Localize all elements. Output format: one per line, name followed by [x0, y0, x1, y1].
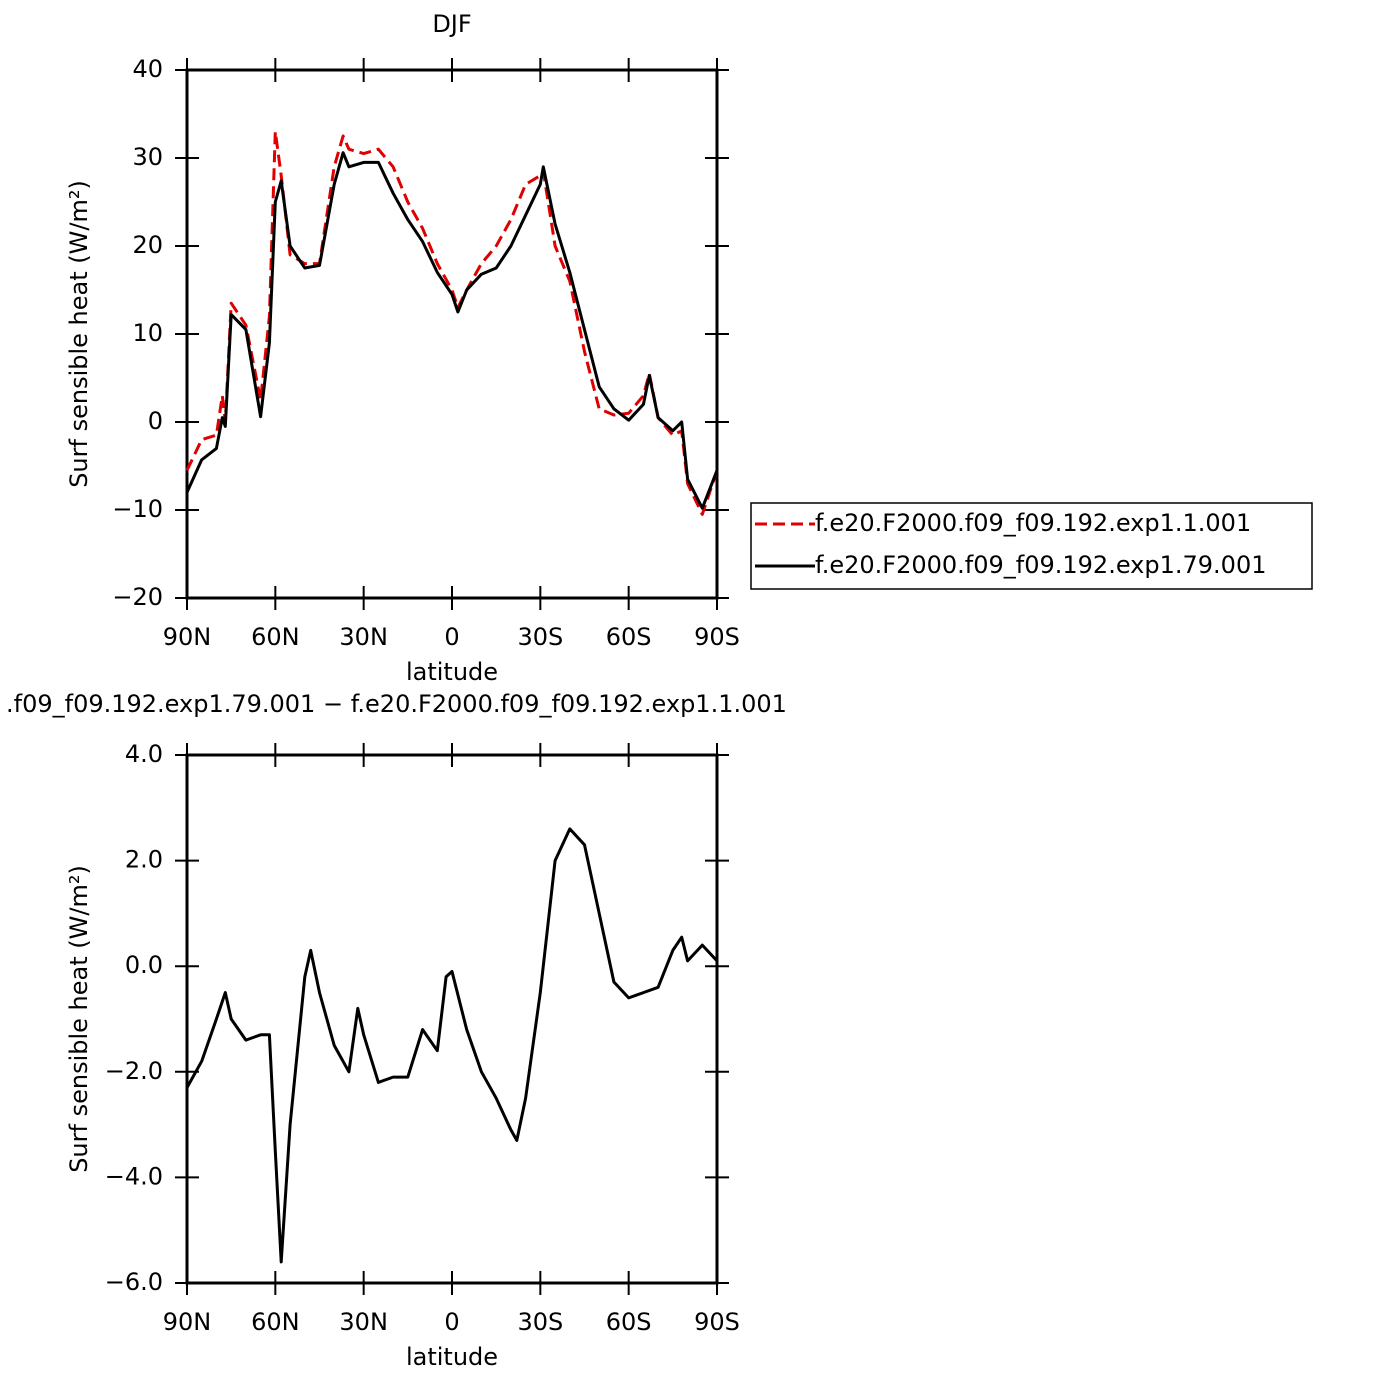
- x-tick-label: 30N: [339, 623, 388, 651]
- y-tick-label: 0.0: [125, 951, 163, 979]
- x-tick-label: 90N: [163, 623, 212, 651]
- plot-frame: [185, 753, 719, 1285]
- y-tick-label: −2.0: [105, 1057, 163, 1085]
- y-tick-label: −4.0: [105, 1162, 163, 1190]
- x-tick-label: 30S: [517, 623, 563, 651]
- x-tick-label: 60N: [251, 623, 300, 651]
- x-tick-label: 0: [444, 623, 459, 651]
- x-tick-label: 90S: [694, 1308, 740, 1336]
- y-tick-label: 4.0: [125, 740, 163, 768]
- chart-title: DJF: [432, 10, 471, 38]
- y-tick-label: 40: [132, 55, 163, 83]
- y-tick-label: −6.0: [105, 1268, 163, 1296]
- chart-title: .f09_f09.192.exp1.79.001 − f.e20.F2000.f…: [6, 690, 787, 718]
- legend-label: f.e20.F2000.f09_f09.192.exp1.79.001: [815, 551, 1266, 579]
- y-tick-label: −10: [112, 495, 163, 523]
- data-line: [185, 151, 719, 510]
- y-tick-label: −20: [112, 583, 163, 611]
- x-tick-label: 60N: [251, 1308, 300, 1336]
- x-tick-label: 30S: [517, 1308, 563, 1336]
- data-line: [185, 130, 719, 516]
- y-tick-label: 20: [132, 231, 163, 259]
- x-axis-label: latitude: [406, 1343, 498, 1371]
- legend-box: [750, 502, 1313, 590]
- data-line: [185, 827, 719, 1264]
- x-tick-label: 60S: [606, 1308, 652, 1336]
- y-tick-label: 2.0: [125, 846, 163, 874]
- x-tick-label: 90N: [163, 1308, 212, 1336]
- x-tick-label: 60S: [606, 623, 652, 651]
- x-axis-label: latitude: [406, 658, 498, 686]
- x-tick-label: 90S: [694, 623, 740, 651]
- y-tick-label: 10: [132, 319, 163, 347]
- y-tick-label: 30: [132, 143, 163, 171]
- legend-label: f.e20.F2000.f09_f09.192.exp1.1.001: [815, 509, 1251, 537]
- y-axis-label: Surf sensible heat (W/m²): [65, 180, 93, 488]
- x-tick-label: 30N: [339, 1308, 388, 1336]
- y-axis-label: Surf sensible heat (W/m²): [65, 865, 93, 1173]
- x-tick-label: 0: [444, 1308, 459, 1336]
- y-tick-label: 0: [148, 407, 163, 435]
